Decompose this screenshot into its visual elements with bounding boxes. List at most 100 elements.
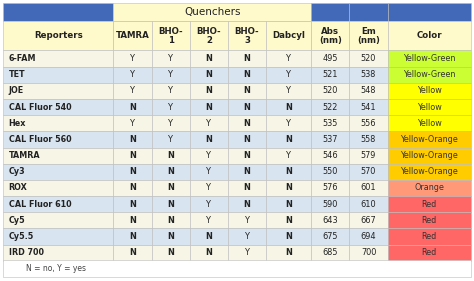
Text: N: N [285, 248, 292, 257]
Text: BHO-
3: BHO- 3 [235, 27, 259, 45]
Text: TAMRA: TAMRA [9, 151, 40, 160]
Bar [228, 196, 266, 212]
Bar [3, 196, 113, 212]
Text: Y: Y [130, 119, 135, 128]
Bar [3, 131, 113, 148]
Text: TAMRA: TAMRA [116, 31, 149, 40]
Text: Yellow: Yellow [417, 103, 442, 112]
Bar [3, 244, 113, 261]
Text: Red: Red [422, 248, 437, 257]
Bar [113, 21, 152, 51]
Text: N: N [244, 103, 250, 112]
Bar [311, 131, 349, 148]
Bar [190, 212, 228, 228]
Bar [113, 196, 152, 212]
Bar [190, 244, 228, 261]
Text: N: N [129, 135, 136, 144]
Bar [152, 131, 190, 148]
Text: Y: Y [245, 232, 249, 241]
Text: 6-FAM: 6-FAM [9, 54, 36, 63]
Text: 579: 579 [361, 151, 376, 160]
Bar [152, 99, 190, 115]
Bar [190, 180, 228, 196]
Bar [152, 21, 190, 51]
Bar [388, 180, 471, 196]
Text: Y: Y [168, 103, 173, 112]
Text: Dabcyl: Dabcyl [272, 31, 305, 40]
Text: Cy5.5: Cy5.5 [9, 232, 34, 241]
Text: BHO-
1: BHO- 1 [158, 27, 183, 45]
Text: N: N [167, 216, 174, 225]
Text: N: N [244, 54, 250, 63]
Bar [152, 196, 190, 212]
Text: 520: 520 [361, 54, 376, 63]
Text: N: N [244, 86, 250, 95]
Text: N: N [244, 135, 250, 144]
Bar [388, 196, 471, 212]
Text: N: N [205, 54, 212, 63]
Bar [113, 131, 152, 148]
Bar [266, 228, 311, 244]
Bar [311, 244, 349, 261]
Text: Cy3: Cy3 [9, 167, 25, 176]
Text: Yellow: Yellow [417, 86, 442, 95]
Bar [113, 115, 152, 131]
Bar [113, 212, 152, 228]
Bar [266, 148, 311, 164]
Text: Red: Red [422, 216, 437, 225]
Bar [266, 21, 311, 51]
Bar [349, 99, 388, 115]
Bar [152, 115, 190, 131]
Text: 495: 495 [323, 54, 338, 63]
Bar [113, 3, 311, 21]
Bar [266, 67, 311, 83]
Bar [311, 3, 349, 21]
Text: N: N [205, 232, 212, 241]
Bar [190, 21, 228, 51]
Text: Y: Y [168, 119, 173, 128]
Text: N: N [285, 183, 292, 192]
Bar [349, 148, 388, 164]
Bar [388, 212, 471, 228]
Text: N: N [167, 167, 174, 176]
Text: Y: Y [130, 70, 135, 79]
Bar [266, 51, 311, 67]
Bar [228, 21, 266, 51]
Bar [311, 196, 349, 212]
Bar [113, 148, 152, 164]
Bar [152, 148, 190, 164]
Bar [113, 51, 152, 67]
Bar [349, 180, 388, 196]
Text: JOE: JOE [9, 86, 24, 95]
Text: Y: Y [206, 200, 211, 209]
Bar [266, 180, 311, 196]
Text: Yellow-Orange: Yellow-Orange [401, 151, 458, 160]
Bar [190, 115, 228, 131]
Text: N: N [244, 151, 250, 160]
Bar [349, 131, 388, 148]
Bar [266, 164, 311, 180]
Text: Y: Y [168, 70, 173, 79]
Bar [311, 180, 349, 196]
Text: 521: 521 [323, 70, 338, 79]
Bar [190, 51, 228, 67]
Text: Red: Red [422, 200, 437, 209]
Bar [3, 21, 113, 51]
Text: Y: Y [245, 248, 249, 257]
Text: N = no, Y = yes: N = no, Y = yes [27, 264, 86, 273]
Bar [152, 67, 190, 83]
Bar [152, 212, 190, 228]
Bar [349, 196, 388, 212]
Text: 522: 522 [323, 103, 338, 112]
Bar [311, 83, 349, 99]
Text: 538: 538 [361, 70, 376, 79]
Text: Reporters: Reporters [34, 31, 82, 40]
Bar [228, 51, 266, 67]
Bar [349, 67, 388, 83]
Bar [388, 131, 471, 148]
Text: 570: 570 [361, 167, 376, 176]
Text: Orange: Orange [414, 183, 444, 192]
Bar [349, 21, 388, 51]
Bar [190, 67, 228, 83]
Bar [113, 164, 152, 180]
